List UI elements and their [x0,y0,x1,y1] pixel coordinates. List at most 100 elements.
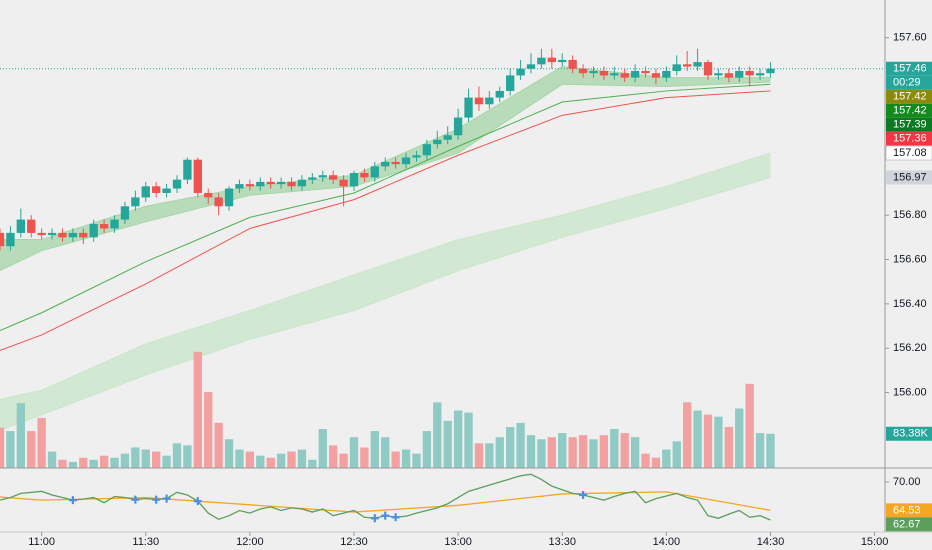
candle-body [172,179,182,189]
volume-bar [183,445,192,468]
candle-body [266,181,275,185]
candle-body [651,73,661,78]
price-badge [886,89,932,104]
candle-body [558,59,567,63]
volume-bar [422,431,432,468]
candle-body [297,179,307,187]
volume-bar [724,426,733,468]
candle-body [329,175,338,180]
moving-average [0,90,771,351]
signal-marker [68,496,77,505]
volume-bar [37,417,46,468]
volume-bar [537,439,546,468]
candle-body [6,232,15,247]
x-tick-label: 11:00 [28,536,55,548]
volume-bar [370,431,379,468]
volume-bar [683,402,692,468]
moving-average [0,83,771,331]
volume-bar [79,457,88,468]
candle-body [547,57,556,63]
volume-bar [172,443,182,468]
y-tick-label: 156.40 [893,298,927,310]
candle-body [495,90,504,98]
volume-bar [506,426,515,468]
signal-marker [579,490,588,499]
signal-marker [370,514,379,523]
volume-bar [6,431,15,468]
price-badge-label: 157.08 [893,147,927,159]
volume-bar [547,437,556,468]
osc-badge-label: 62.67 [893,518,921,530]
candle-body [766,68,775,74]
signal-marker [131,495,140,504]
candle-body [401,157,411,165]
volume-bar [453,410,463,468]
candle-body [745,70,754,76]
volume-bar [516,422,525,468]
signal-marker [193,497,202,506]
volume-bar [58,459,67,468]
price-badge-label: 157.39 [893,119,927,131]
volume-bar [464,412,473,468]
price-badge [885,145,932,161]
candle-body [235,184,244,189]
signal-marker [391,513,400,522]
volume-bar [443,420,452,468]
candle-body [537,57,546,65]
volume-bar [339,453,348,468]
price-badge [886,61,932,76]
candle-body [193,159,202,193]
volume-bar [245,451,255,468]
candle-body [620,73,629,78]
candle-body [443,135,452,140]
volume-bar [47,451,57,468]
candle-body [683,64,692,67]
candle-body [360,173,369,178]
signal-marker [162,494,171,503]
candle-body [204,192,213,198]
volume-bar [391,451,400,468]
candle-body [662,70,671,78]
volume-bar [766,433,775,468]
volume-bar [235,449,244,468]
volume-bar [693,410,702,468]
volume-bar [755,433,765,468]
y-tick-label: 156.60 [893,253,927,265]
price-badge [886,131,932,146]
volume-bar [266,457,275,468]
y-tick-label: 156.20 [893,342,927,354]
volume-bar [287,451,296,468]
price-badge [886,117,932,132]
price-badge-label: 157.42 [893,105,927,117]
volume-bar [297,449,307,468]
volume-bar [745,383,754,468]
candle-body [693,62,702,67]
candle-body [391,161,400,165]
volume-bar [0,427,5,468]
volume-bar [568,437,577,468]
x-tick-label: 15:00 [861,536,889,548]
x-tick-label: 13:30 [548,536,576,548]
candle-body [433,139,442,145]
price-badge-label: 156.97 [893,171,927,183]
volume-badge-label: 83.38K [893,428,929,440]
line-layer [0,68,885,351]
volume-bar [224,439,234,468]
volume-bar [141,449,150,468]
osc-badge [886,517,932,532]
candle-body [152,186,161,193]
candle-body [256,181,265,187]
candle-body [141,186,150,198]
candle-body [339,179,348,187]
candle-body [162,188,171,193]
volume-bar [433,402,442,468]
volume-bar [16,403,25,468]
volume-bar [214,422,223,468]
candle-body [589,70,598,74]
candle-body [276,181,286,185]
volume-bar [68,461,78,468]
candle-body [453,117,463,136]
x-tick-label: 11:30 [132,536,159,548]
volume-bar [620,433,629,468]
